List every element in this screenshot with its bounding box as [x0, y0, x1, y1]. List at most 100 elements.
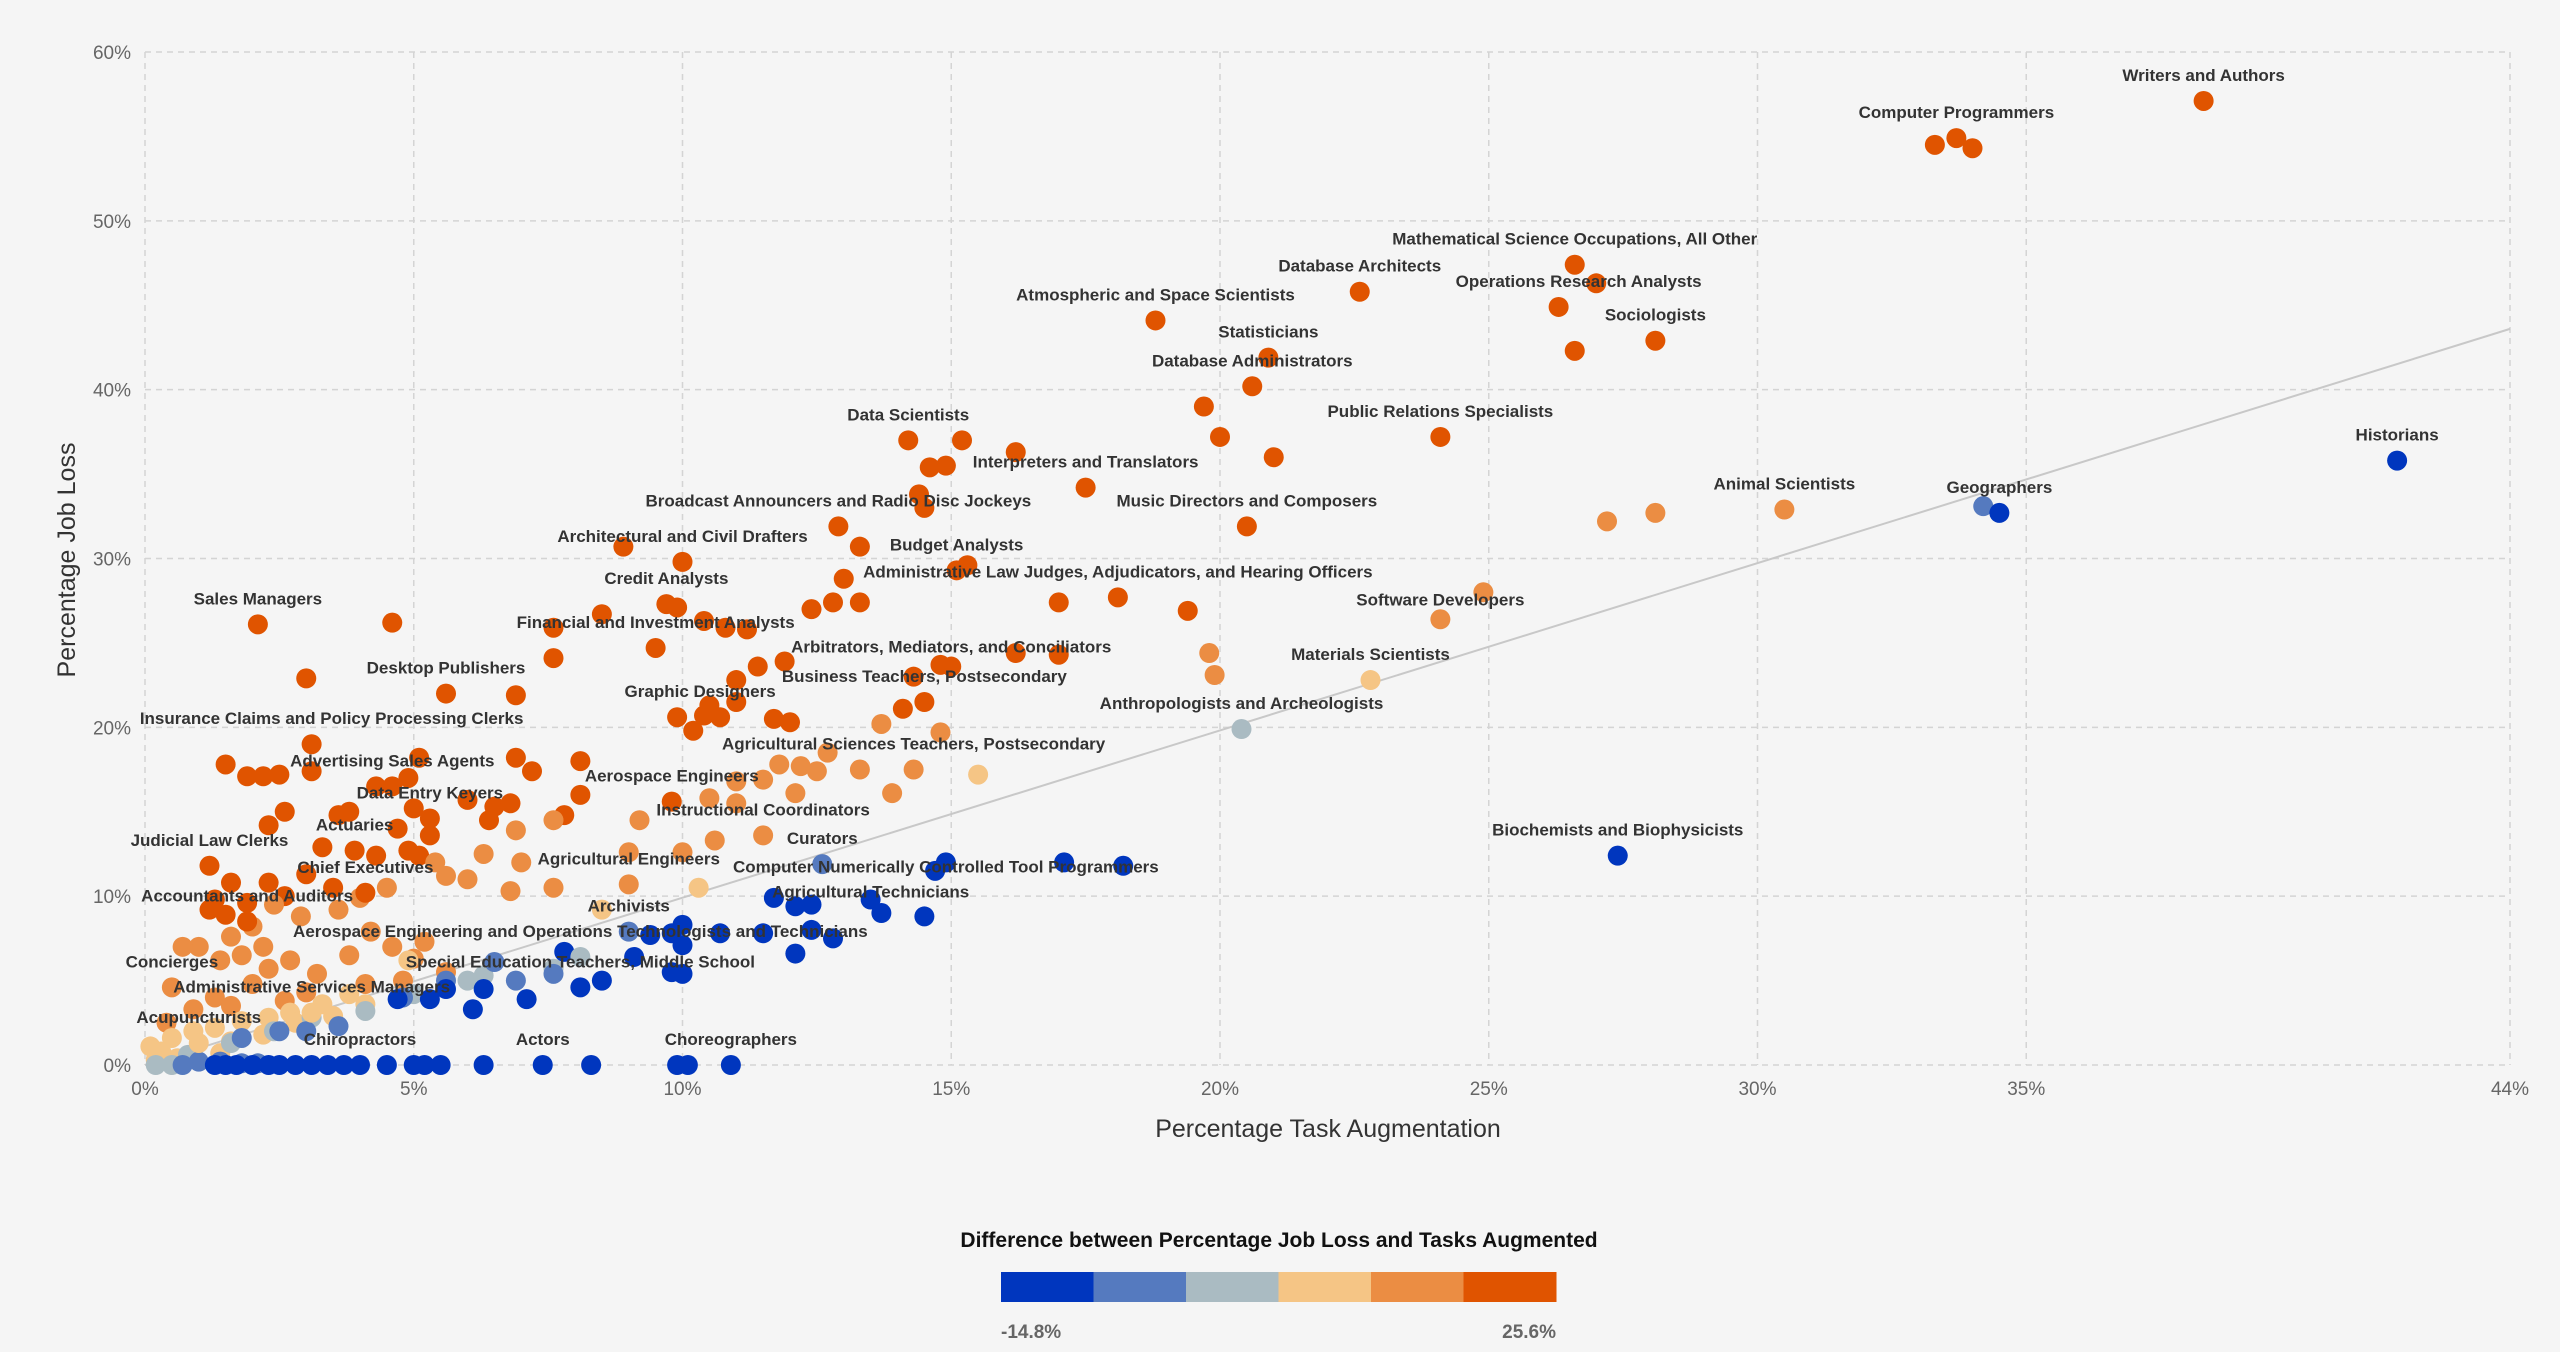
point-label: Actuaries — [316, 816, 393, 835]
labeled-data-point — [301, 1002, 322, 1023]
data-point — [285, 1055, 306, 1075]
data-point — [914, 497, 935, 518]
point-label: Data Scientists — [847, 405, 969, 424]
data-point — [280, 950, 301, 971]
data-point — [785, 896, 806, 917]
labeled-data-point — [382, 776, 403, 797]
data-point — [484, 952, 505, 973]
data-point — [462, 999, 483, 1020]
data-point — [763, 708, 784, 729]
data-point — [1177, 600, 1198, 621]
data-point — [1199, 643, 1220, 664]
data-point — [339, 984, 360, 1005]
data-point — [328, 899, 349, 920]
data-point — [543, 810, 564, 831]
data-point — [328, 1016, 349, 1037]
data-point — [382, 936, 403, 957]
labeled-data-point — [1548, 296, 1569, 317]
data-point — [269, 764, 290, 785]
reference-line — [144, 327, 2511, 1066]
data-point — [199, 899, 220, 920]
x-tick-label: 30% — [1738, 1079, 1776, 1100]
data-point — [188, 936, 209, 957]
data-point — [387, 818, 408, 839]
point-label: Sociologists — [1605, 306, 1706, 325]
data-point — [414, 931, 435, 952]
data-point — [312, 837, 333, 858]
labeled-data-point — [941, 656, 962, 677]
data-point — [473, 1055, 494, 1075]
data-point — [823, 592, 843, 613]
point-label: Chiropractors — [304, 1030, 416, 1049]
data-point — [849, 592, 870, 613]
labeled-data-point — [672, 551, 693, 572]
data-point — [704, 830, 725, 851]
point-label: Instructional Coordinators — [656, 800, 869, 819]
labeled-data-point — [656, 594, 677, 615]
point-label: Computer Numerically Controlled Tool Pro… — [733, 857, 1159, 876]
data-point — [409, 845, 430, 866]
data-point — [672, 963, 693, 984]
data-point — [398, 767, 419, 788]
labeled-data-point — [661, 791, 682, 812]
legend-title: Difference between Percentage Job Loss a… — [960, 1229, 1597, 1252]
point-label: Insurance Claims and Policy Processing C… — [140, 709, 524, 728]
data-point — [871, 713, 892, 734]
labeled-data-point — [1645, 330, 1666, 351]
data-point — [591, 604, 612, 625]
data-point — [258, 958, 279, 979]
data-point — [307, 963, 327, 984]
data-point — [801, 599, 822, 620]
data-point — [436, 979, 456, 1000]
data-point — [376, 877, 397, 898]
data-point — [172, 936, 193, 957]
data-point — [543, 877, 564, 898]
point-label: Historians — [2356, 426, 2439, 445]
data-point — [780, 712, 800, 733]
labeled-data-point — [1989, 502, 2010, 523]
legend-swatch — [1093, 1272, 1187, 1302]
data-point — [387, 989, 408, 1010]
labeled-data-point — [419, 808, 440, 829]
point-label: Choreographers — [665, 1030, 797, 1049]
data-point — [317, 1055, 338, 1075]
point-label: Aerospace Engineers — [585, 767, 759, 786]
point-label: Concierges — [126, 952, 219, 971]
grid — [144, 51, 2511, 1066]
y-tick-label: 30% — [93, 550, 131, 571]
data-point — [543, 617, 564, 638]
data-point — [849, 759, 870, 780]
x-tick-label: 0% — [131, 1079, 159, 1100]
labeled-data-point — [710, 707, 731, 728]
labeled-data-point — [946, 560, 967, 581]
data-point — [790, 756, 811, 777]
data-point — [753, 923, 774, 944]
data-point — [522, 761, 542, 782]
point-label: Arbitrators, Mediators, and Conciliators — [791, 638, 1111, 657]
labeled-data-point — [1774, 499, 1795, 520]
labeled-data-point — [161, 977, 182, 998]
data-point — [699, 788, 720, 809]
data-point — [231, 1011, 252, 1032]
point-label: Music Directors and Composers — [1117, 491, 1378, 510]
point-label: Desktop Publishers — [367, 659, 526, 678]
data-point — [398, 950, 419, 971]
y-tick-label: 60% — [93, 43, 131, 64]
labeled-data-point — [199, 855, 220, 876]
data-point — [484, 796, 505, 817]
data-point — [339, 945, 360, 966]
x-tick-label: 25% — [1470, 1079, 1508, 1100]
data-point — [237, 766, 258, 787]
point-label: Data Entry Keyers — [357, 784, 503, 803]
data-point — [688, 877, 709, 898]
data-point — [210, 950, 231, 971]
data-point — [473, 979, 494, 1000]
data-point — [774, 651, 795, 672]
data-point — [1210, 426, 1230, 447]
data-point — [221, 926, 241, 947]
point-label: Statisticians — [1218, 323, 1318, 342]
data-point — [204, 1017, 225, 1038]
data-point — [204, 1055, 225, 1075]
data-point — [161, 1027, 182, 1048]
data-point — [140, 1036, 161, 1057]
